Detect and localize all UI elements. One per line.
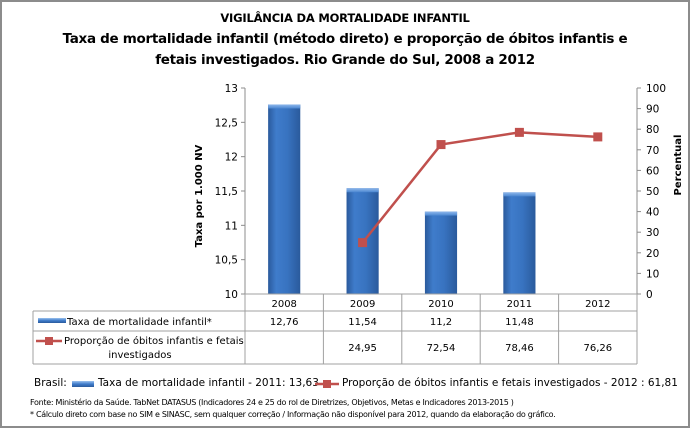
combo-chart: 10 10,5 11 11,5 12 12,5 13 0 10 20 30 40 50 60 70 80 90 1…	[32, 83, 684, 365]
x-tick-label: 2012	[585, 299, 610, 310]
bar	[424, 211, 458, 294]
line-series	[358, 127, 603, 248]
line-legend-swatch-icon	[315, 378, 339, 393]
y-tick-label: 12,5	[215, 117, 238, 129]
y-tick-label: 12	[225, 152, 238, 164]
chart-title-line2: fetais investigados. Rio Grande do Sul, …	[155, 52, 535, 68]
y2-tick-label: 80	[646, 124, 659, 136]
y2-tick-label: 20	[646, 248, 659, 260]
bar-highlight	[424, 211, 458, 216]
y2-tick-label: 70	[646, 145, 659, 157]
x-tick-label: 2009	[350, 299, 375, 310]
bar-data-label: 11,2	[430, 317, 452, 328]
data-table: 2008 12,76 2009 11,54 24,95 2010 11,2 72,54 2011…	[32, 293, 638, 365]
bar-series	[268, 104, 536, 294]
bar-data-label: 12,76	[270, 317, 299, 328]
brasil-label: Brasil:	[34, 377, 67, 389]
line-marker	[514, 127, 524, 137]
line-data-label: 72,54	[427, 343, 456, 354]
chart-supertitle: VIGILÂNCIA DA MORTALIDADE INFANTIL	[220, 11, 470, 25]
y-tick-label: 10	[225, 289, 238, 301]
bar-data-label: 11,48	[505, 317, 534, 328]
y2-tick-label: 40	[646, 207, 659, 219]
line-marker	[358, 238, 368, 248]
y-tick-label: 13	[225, 83, 238, 95]
bar-series-key-icon	[38, 318, 66, 323]
bar-series-name: Taxa de mortalidade infantil*	[66, 317, 212, 328]
line-marker	[436, 140, 446, 150]
y2-tick-label: 50	[646, 186, 659, 198]
bar-highlight	[268, 104, 301, 109]
y2-tick-label: 60	[646, 165, 659, 177]
y-axis-label: Taxa por 1.000 NV	[194, 144, 205, 247]
line-data-label: 76,26	[583, 343, 612, 354]
y2-axis-label: Percentual	[673, 135, 684, 196]
x-tick-label: 2010	[428, 299, 453, 310]
brasil-item-proportion: Proporção de óbitos infantis e fetais in…	[342, 377, 678, 389]
footer-note: * Cálculo direto com base no SIM e SINAS…	[30, 410, 556, 419]
footer-source: Fonte: Ministério da Saúde. TabNet DATAS…	[30, 398, 514, 407]
x-tick-label: 2008	[271, 299, 296, 310]
line-series-name-line2: investigados	[108, 350, 171, 361]
bar	[503, 192, 536, 294]
chart-title-line1: Taxa de mortalidade infantil (método dir…	[62, 31, 628, 47]
y2-tick-label: 0	[646, 289, 653, 301]
chart-title: Taxa de mortalidade infantil (método dir…	[2, 29, 688, 71]
bar-highlight	[346, 188, 379, 193]
bar	[268, 104, 301, 294]
bar-data-label: 11,54	[348, 317, 377, 328]
line-series-name-line1: Proporção de óbitos infantis e fetais	[64, 335, 244, 347]
line-data-label: 24,95	[348, 343, 377, 354]
y2-tick-label: 90	[646, 104, 659, 116]
line-marker	[593, 132, 603, 142]
y2-tick-label: 30	[646, 227, 659, 239]
line-series-key-marker	[45, 337, 53, 345]
y-tick-label: 11	[225, 220, 238, 232]
y2-tick-label: 10	[646, 268, 659, 280]
bar-highlight	[503, 192, 536, 197]
brasil-item-rate: Taxa de mortalidade infantil - 2011: 13,…	[98, 377, 319, 389]
line-data-label: 78,46	[505, 343, 534, 354]
line-path	[361, 131, 598, 244]
x-tick-label: 2011	[507, 299, 532, 310]
y2-tick-label: 100	[646, 83, 666, 95]
y-tick-label: 11,5	[215, 186, 238, 198]
y-tick-label: 10,5	[215, 255, 238, 267]
axes: 10 10,5 11 11,5 12 12,5 13 0 10 20 30 40 50 60 70 80 90 1…	[215, 83, 666, 301]
bar-legend-swatch-icon	[72, 381, 94, 387]
